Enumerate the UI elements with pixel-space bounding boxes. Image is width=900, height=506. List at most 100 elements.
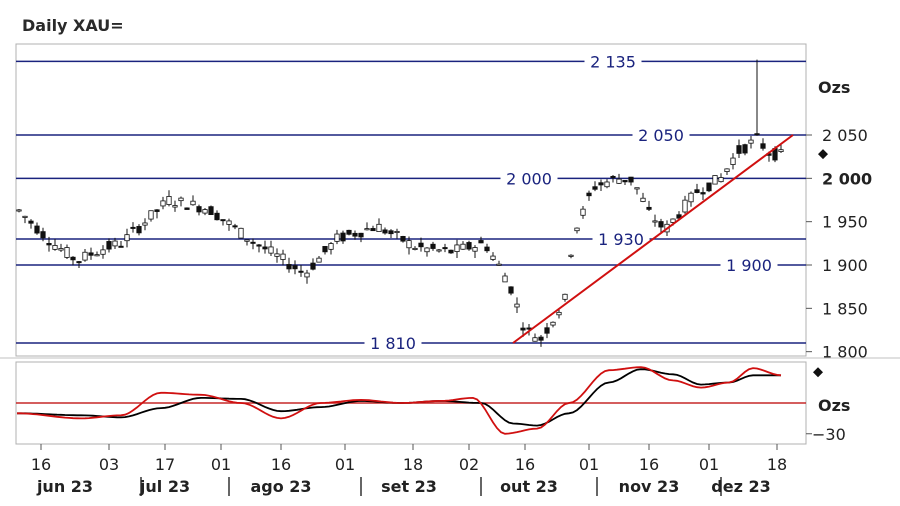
candle-body [178,197,184,202]
candle-body [736,145,742,154]
candle-body [292,265,298,270]
level-label: 2 000 [506,169,552,188]
x-tick-label: 16 [515,455,535,474]
candle-body [592,186,598,190]
x-tick-label: 01 [579,455,599,474]
y-tick-label: 2 000 [822,169,872,188]
candle-body [304,272,310,278]
candle-body [406,240,412,249]
candle-body [688,192,694,203]
candle-body [244,239,250,242]
month-label: ago 23 [250,477,311,496]
month-label: jul 23 [139,477,190,496]
candle-body [682,199,688,213]
candle-body [616,178,622,184]
candle-body [364,228,370,231]
candle-body [250,241,256,244]
candle-body [382,229,388,234]
candle-body [118,245,124,248]
candle-body [544,327,550,334]
oscillator-lines [16,366,806,435]
candle-body [646,206,652,210]
x-tick-label: 16 [271,455,291,474]
candle-body [298,270,304,273]
candle-body [622,180,628,183]
candle-body [256,244,262,247]
candle-body [100,249,106,255]
candle-body [514,303,520,308]
candle-body [202,209,208,214]
y-tick-label: 1 800 [822,343,868,362]
oscillator-y-axis: −30 Ozs [806,367,850,444]
current-value-marker [818,149,828,160]
candle-body [190,200,196,206]
candle-body [712,175,718,185]
candle-body [28,220,34,224]
candles [16,59,784,347]
candle-body [274,253,280,257]
candle-body [430,243,436,249]
x-tick-label: 02 [459,455,479,474]
candle-body [466,242,472,250]
y-tick-label: 1 950 [822,213,868,232]
x-tick-label: 18 [403,455,423,474]
candle-body [268,246,274,254]
candle-body [418,242,424,248]
candle-body [730,157,736,165]
candle-body [124,234,130,242]
candle-body [436,249,442,252]
candle-body [778,149,784,152]
candle-body [700,192,706,195]
x-tick-label: 03 [99,455,119,474]
candle-body [208,206,214,215]
candle-body [310,262,316,270]
candle-body [586,192,592,197]
candle-body [634,187,640,190]
candle-body [496,263,502,266]
candle-body [748,139,754,144]
candle-body [472,247,478,252]
x-tick-label: 16 [639,455,659,474]
candle-body [328,243,334,250]
candle-body [604,181,610,188]
candle-body [610,175,616,178]
y-tick-label: 1 900 [822,256,868,275]
candle-body [40,231,46,239]
candle-body [724,168,730,172]
candle-body [340,232,346,242]
candle-body [538,336,544,341]
candle-body [106,241,112,250]
candle-body [262,246,268,250]
candle-body [94,254,100,257]
candle-body [568,254,574,257]
candle-body [652,220,658,223]
candle-body [76,261,82,264]
candle-body [508,286,514,294]
candle-body [550,321,556,326]
y-tick-label: −30 [812,425,846,444]
y-unit-label: Ozs [818,396,850,415]
candle-body [460,243,466,250]
month-label: out 23 [500,477,558,496]
level-label: 1 930 [598,230,644,249]
candle-body [214,212,220,221]
candle-body [694,189,700,193]
candle-body [184,207,190,210]
candle-body [160,200,166,207]
candle-body [484,246,490,252]
candle-body [388,230,394,235]
current-value-marker [813,367,823,378]
candle-body [52,245,58,250]
candle-body [394,230,400,233]
candle-body [238,227,244,239]
candle-body [220,219,226,222]
candle-body [706,182,712,192]
month-label: jun 23 [36,477,93,496]
candle-body [34,225,40,234]
candle-body [58,248,64,251]
candle-body [640,197,646,202]
price-y-axis: 1 800 1 850 1 900 1 950 2 000 2 050 Ozs [806,78,872,362]
x-tick-label: 01 [335,455,355,474]
candle-body [676,214,682,219]
y-unit-label: Ozs [818,78,850,97]
